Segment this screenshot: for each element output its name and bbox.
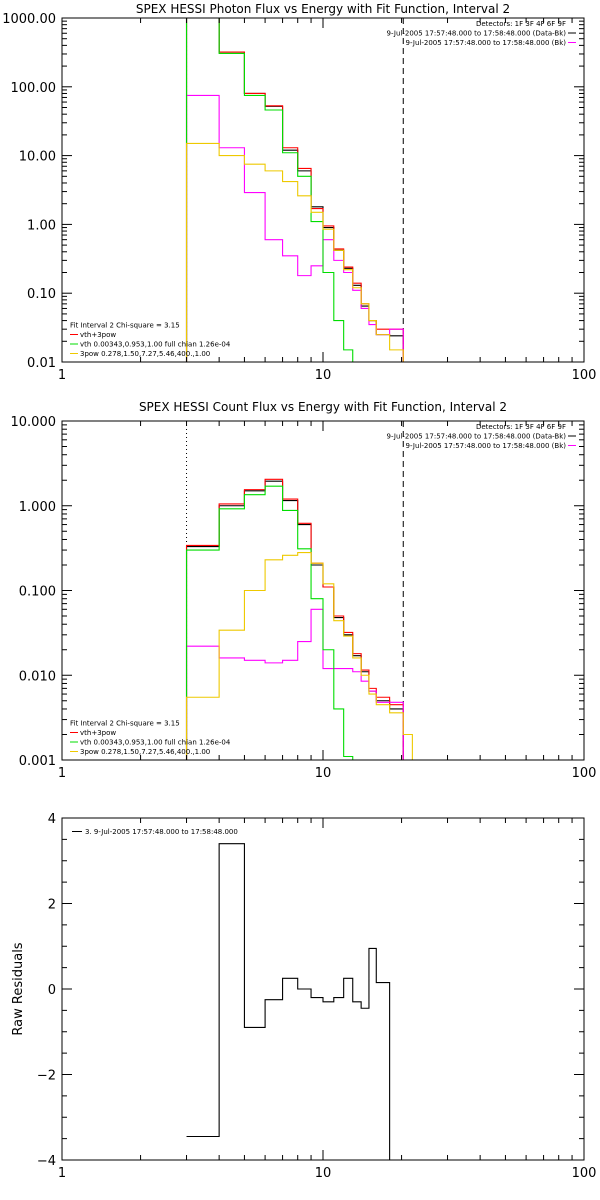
y-tick-label: 0.100: [19, 585, 56, 600]
y-axis-label: Raw Residuals: [11, 942, 26, 1035]
y-tick-label: 0: [48, 983, 56, 998]
x-tick-label: 100: [572, 766, 597, 781]
x-tick-label: 10: [315, 766, 332, 781]
legend-entry-label: 9-Jul-2005 17:57:48.000 to 17:58:48.000 …: [406, 39, 567, 47]
y-tick-label: 0.01: [27, 356, 56, 371]
series-1-line: [185, 478, 404, 760]
series-0-line: [186, 843, 404, 1160]
series-3-line: [185, 485, 362, 760]
legend-header: Detectors: 1F 3F 4F 6F 9F: [476, 20, 566, 28]
y-tick-label: 2: [48, 898, 56, 913]
plot-frame-residuals: [61, 817, 585, 1161]
y-tick-label: 1.00: [27, 218, 56, 233]
series-1-line: [185, 18, 404, 362]
legend-header: Detectors: 1F 3F 4F 6F 9F: [476, 423, 566, 431]
x-tick-label: 1: [58, 368, 66, 383]
legend-entry-label: vth 0.00343,0.953,1.00 full chian 1.26e-…: [80, 739, 231, 747]
y-tick-label: 0.001: [19, 754, 56, 769]
legend-entry-label: vth+3pow: [80, 729, 116, 737]
chart-title: SPEX HESSI Photon Flux vs Energy with Fi…: [136, 2, 510, 16]
y-tick-label: −2: [37, 1069, 56, 1084]
y-tick-label: −4: [37, 1154, 56, 1169]
y-tick-label: 0.10: [27, 287, 56, 302]
legend-entry-label: vth+3pow: [80, 331, 116, 339]
y-tick-label: 4: [48, 812, 56, 827]
legend-entry-label: vth 0.00343,0.953,1.00 full chian 1.26e-…: [80, 341, 231, 349]
series-4-line: [185, 552, 423, 760]
x-tick-label: 100: [572, 1166, 597, 1181]
x-tick-label: 10: [315, 368, 332, 383]
chart-title: SPEX HESSI Count Flux vs Energy with Fit…: [139, 400, 507, 414]
x-tick-label: 100: [572, 368, 597, 383]
chart-panel-count: SPEX HESSI Count Flux vs Energy with Fit…: [11, 400, 597, 781]
series-0-line: [185, 18, 404, 362]
y-tick-label: 1.000: [19, 500, 56, 515]
legend-entry-label: 3. 9-Jul-2005 17:57:48.000 to 17:58:48.0…: [85, 828, 238, 836]
legend-header: Fit Interval 2 Chi-square = 3.15: [70, 720, 180, 728]
y-tick-label: 10.000: [11, 415, 57, 430]
legend-entry-label: 3pow 0.278,1.50,7.27,5.46,400.,1.00: [80, 748, 210, 756]
y-tick-label: 100.00: [11, 81, 57, 96]
y-tick-label: 1000.00: [2, 12, 56, 27]
y-tick-label: 0.010: [19, 669, 56, 684]
legend-header: Fit Interval 2 Chi-square = 3.15: [70, 322, 180, 330]
legend-entry-label: 3pow 0.278,1.50,7.27,5.46,400.,1.00: [80, 350, 210, 358]
series-2-line: [185, 94, 404, 362]
y-tick-label: 10.00: [19, 150, 56, 165]
x-tick-label: 1: [58, 766, 66, 781]
chart-panel-photon: SPEX HESSI Photon Flux vs Energy with Fi…: [2, 2, 596, 383]
series-3-line: [185, 18, 362, 362]
legend-entry-label: 9-Jul-2005 17:57:48.000 to 17:58:48.000 …: [406, 442, 567, 450]
x-tick-label: 10: [315, 1166, 332, 1181]
x-tick-label: 1: [58, 1166, 66, 1181]
plot-frame-photon: [61, 17, 585, 363]
legend-entry-label: 9-Jul-2005 17:57:48.000 to 17:58:48.000 …: [387, 30, 567, 38]
plot-frame-count: [61, 420, 585, 761]
chart-panel-residuals: Raw Residuals 1 10 100 −4 −2 0 2 4 3. 9-Jul-2005 …: [11, 812, 596, 1181]
legend-entry-label: 9-Jul-2005 17:57:48.000 to 17:58:48.000 …: [387, 433, 567, 441]
series-4-line: [185, 142, 413, 362]
